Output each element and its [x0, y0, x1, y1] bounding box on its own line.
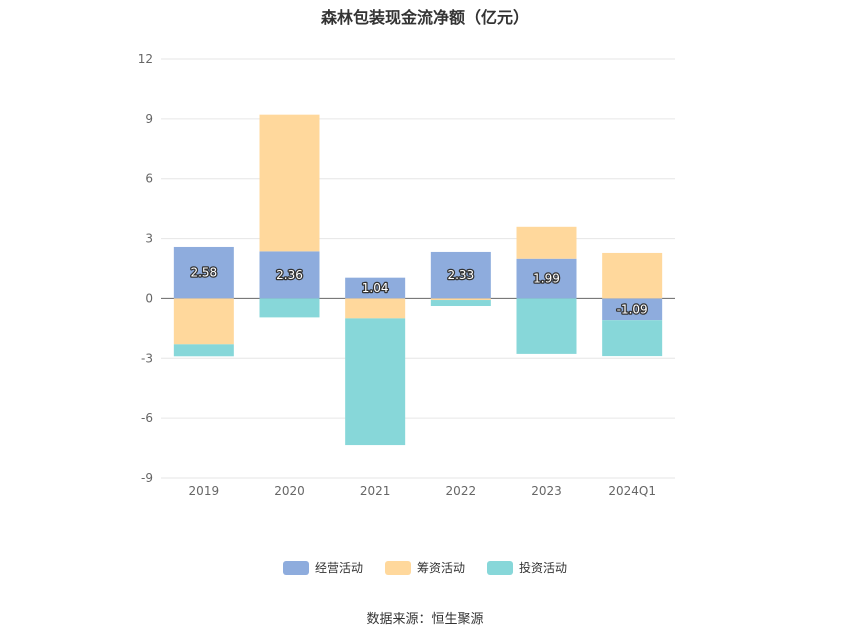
- data-source: 数据来源：恒生聚源: [366, 612, 484, 627]
- data-label: 2.36: [276, 268, 303, 282]
- x-tick-label: 2019: [189, 484, 220, 498]
- x-tick-label: 2024Q1: [608, 484, 656, 498]
- legend-swatch-operating: [282, 560, 309, 575]
- bar-segment: [259, 114, 320, 252]
- bar-segment: [259, 251, 320, 299]
- x-tick-label: 2021: [360, 484, 391, 498]
- chart-title: 森林包装现金流净额（亿元）: [320, 8, 529, 27]
- y-tick-label: -6: [141, 411, 153, 425]
- bar-segment: [602, 320, 663, 357]
- bar-segment: [173, 298, 234, 345]
- chart-legend: 经营活动 筹资活动 投资活动: [0, 559, 850, 576]
- data-label: 2.33: [447, 268, 474, 282]
- bar-segment: [516, 298, 577, 354]
- legend-item-financing[interactable]: 筹资活动: [384, 559, 465, 576]
- data-label: -1.09: [617, 302, 648, 316]
- y-tick-label: -3: [141, 351, 153, 365]
- data-label: 1.04: [362, 281, 389, 295]
- y-tick-label: 6: [145, 172, 153, 186]
- bar-segment: [602, 252, 663, 299]
- bar-segment: [516, 258, 577, 299]
- x-tick-label: 2020: [274, 484, 305, 498]
- bar-segment: [173, 246, 234, 299]
- bar-segment: [602, 298, 663, 321]
- legend-swatch-financing: [384, 560, 411, 575]
- bar-segment: [345, 318, 406, 446]
- legend-label-investing: 投资活动: [519, 561, 568, 575]
- y-tick-label: -9: [141, 471, 153, 485]
- y-tick-label: 9: [145, 112, 153, 126]
- chart-plot-area: 12 9 6 3 0 -3 -6 -9 2.58 2019 2.36 2020 1.04 2021 2.33…: [138, 52, 675, 498]
- bar-segment: [259, 298, 320, 318]
- x-tick-label: 2023: [531, 484, 562, 498]
- bar-segment: [345, 277, 406, 299]
- bar-segment: [430, 298, 491, 301]
- x-tick-label: 2022: [446, 484, 477, 498]
- y-tick-label: 0: [145, 291, 153, 305]
- legend-item-investing[interactable]: 投资活动: [487, 559, 567, 576]
- y-tick-label: 3: [145, 232, 153, 246]
- bar-segment: [345, 298, 406, 319]
- legend-swatch-investing: [487, 560, 513, 575]
- legend-label-operating: 经营活动: [314, 561, 363, 575]
- data-label: 1.99: [533, 272, 560, 286]
- legend-item-operating[interactable]: 经营活动: [282, 559, 363, 576]
- bar-segment: [430, 300, 491, 307]
- y-tick-label: 12: [138, 52, 153, 66]
- bar-segment: [430, 251, 491, 299]
- legend-label-financing: 筹资活动: [416, 561, 465, 575]
- data-label: 2.58: [190, 266, 217, 280]
- bar-segment: [173, 344, 234, 357]
- bar-segment: [516, 226, 577, 259]
